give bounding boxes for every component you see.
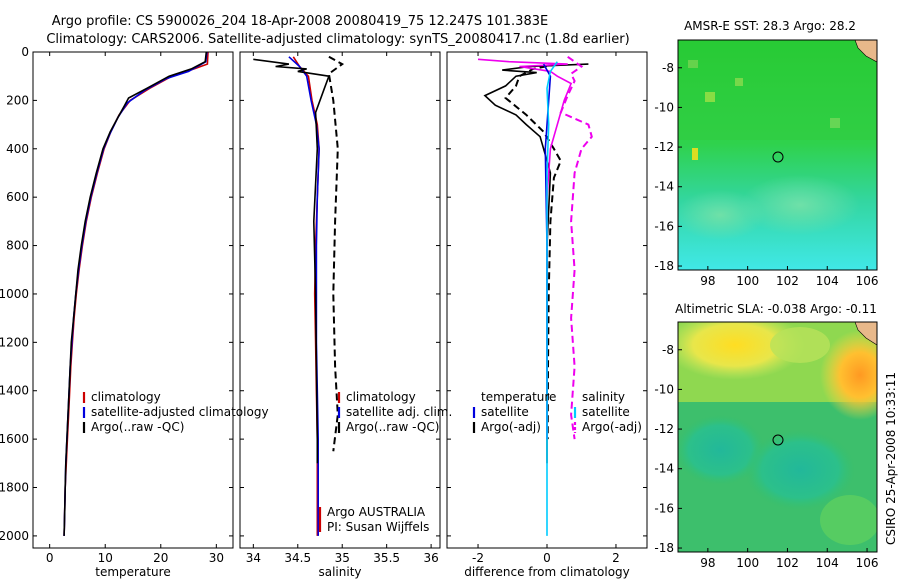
sst-field [678, 40, 877, 270]
temperature-xtick-label-2: 20 [153, 551, 168, 565]
sla_map-ytick-label-0: -8 [662, 343, 674, 357]
sla_map-xtick-label-4: 106 [856, 556, 879, 570]
sst_map-xtick-label-1: 100 [736, 274, 759, 288]
sla_map-xtick-label-1: 100 [736, 556, 759, 570]
sst-map-frame [677, 39, 878, 271]
temperature-ytick-label-4: 800 [6, 239, 29, 253]
sla-map: Altimetric SLA: -0.038 Argo: -0.11 98 100… [654, 302, 878, 570]
sst_map-xtick-label-2: 102 [776, 274, 799, 288]
sla-map-title: Altimetric SLA: -0.038 Argo: -0.11 [675, 302, 877, 316]
sla_map-ytick-label-3: -14 [654, 462, 674, 476]
sst_map-xtick-label-3: 104 [816, 274, 839, 288]
diff-right-legend-label-0: salinity [582, 390, 625, 404]
temperature-xtick-label-1: 10 [98, 551, 113, 565]
salinity-xtick-label-4: 36 [423, 551, 438, 565]
diff-right-legend-label-1: satellite [582, 405, 630, 419]
sst-argo-marker [772, 151, 784, 163]
sla_map-xtick-label-2: 102 [776, 556, 799, 570]
sst-axis: 98 100 102 104 106 -8 -10 -12 -14 -16 -18 [654, 61, 878, 288]
difference-xlabel: difference from climatology [464, 565, 630, 579]
temperature-ytick-label-0: 0 [21, 45, 29, 59]
temperature-xtick-label-3: 30 [209, 551, 224, 565]
difference-xtick-label-0: -2 [472, 551, 484, 565]
salinity-series-3 [327, 55, 345, 452]
temperature-series-group [63, 52, 209, 536]
sla_map-ytick-label-1: -10 [654, 382, 674, 396]
salinity-xtick-label-2: 35 [335, 551, 350, 565]
sst_map-ytick-label-0: -8 [662, 61, 674, 75]
salinity-annotation-0: Argo AUSTRALIA [327, 505, 426, 519]
salinity-xlabel: salinity [318, 565, 361, 579]
diff-left-legend-label-1: satellite [481, 405, 529, 419]
salinity-xtick-label-1: 34.5 [284, 551, 311, 565]
sst-map: AMSR-E SST: 28.3 Argo: 28.2 98 100 102 104 1… [654, 19, 878, 288]
sst_map-ytick-label-1: -10 [654, 100, 674, 114]
temperature-xlabel: temperature [95, 565, 170, 579]
sst_map-ytick-label-5: -18 [654, 259, 674, 273]
salinity-panel: 34 34.5 35 35.5 36 salinity climatologysatelli… [239, 51, 452, 579]
temperature-legend-label-0: climatology [91, 390, 161, 404]
difference-series-5 [546, 61, 558, 536]
salinity-xtick-label-0: 34 [246, 551, 261, 565]
difference-xtick-label-2: 2 [612, 551, 620, 565]
salinity-annotation-1: PI: Susan Wijffels [327, 520, 429, 534]
salinity-series-1 [288, 56, 320, 536]
figure-title-line2: Climatology: CARS2006. Satellite-adjuste… [46, 32, 629, 47]
temperature-ytick-label-1: 200 [6, 93, 29, 107]
temperature-ytick-label-2: 400 [6, 142, 29, 156]
sla-map-frame [677, 321, 878, 553]
salinity-legend-label-1: satellite adj. clim. [346, 405, 452, 419]
temperature-legend-label-2: Argo(..raw -QC) [91, 420, 184, 434]
temperature-ytick-label-6: 1200 [0, 335, 29, 349]
temperature-xtick-label-0: 0 [46, 551, 54, 565]
sst-map-title: AMSR-E SST: 28.3 Argo: 28.2 [684, 19, 856, 33]
difference-series-3 [559, 55, 593, 440]
csiro-timestamp: CSIRO 25-Apr-2008 10:33:11 [884, 372, 898, 545]
difference-series-1 [504, 63, 562, 440]
difference-series-group [477, 55, 593, 536]
temperature-ytick-label-9: 1800 [0, 481, 29, 495]
salinity-legend-label-0: climatology [346, 390, 416, 404]
sla-field [678, 322, 877, 552]
temperature-ytick-label-7: 1400 [0, 384, 29, 398]
temperature-frame [32, 51, 234, 549]
sst_map-xtick-label-4: 106 [856, 274, 879, 288]
sst_map-ytick-label-2: -12 [654, 140, 674, 154]
salinity-frame [239, 51, 441, 549]
temperature-series-2 [63, 52, 208, 536]
temperature-ytick-label-5: 1000 [0, 287, 29, 301]
sla_map-xtick-label-3: 104 [816, 556, 839, 570]
diff-left-legend-label-0: temperature [481, 390, 556, 404]
sla-axis: 98 100 102 104 106 -8 -10 -12 -14 -16 -18 [654, 343, 878, 570]
temperature-series-0 [63, 52, 209, 536]
salinity-series-group [253, 55, 345, 536]
salinity-series-2 [253, 58, 330, 464]
temperature-legend-label-1: satellite-adjusted climatology [91, 405, 269, 419]
figure-title-line1: Argo profile: CS 5900026_204 18-Apr-2008… [52, 14, 548, 29]
temperature-ytick-label-3: 600 [6, 190, 29, 204]
sla_map-ytick-label-4: -16 [654, 501, 674, 515]
diff-right-legend-label-2: Argo(-adj) [582, 420, 642, 434]
temperature-ytick-label-10: 2000 [0, 529, 29, 543]
salinity-legend-label-2: Argo(..raw -QC) [346, 420, 439, 434]
sst_map-ytick-label-3: -14 [654, 180, 674, 194]
sla_map-ytick-label-5: -18 [654, 541, 674, 555]
sst_map-xtick-label-0: 98 [700, 274, 715, 288]
salinity-xtick-label-3: 35.5 [373, 551, 400, 565]
temperature-series-1 [63, 52, 208, 536]
difference-series-2 [477, 58, 573, 440]
diff-left-legend-label-2: Argo(-adj) [481, 420, 541, 434]
sla-argo-marker [772, 434, 784, 446]
sla_map-ytick-label-2: -12 [654, 422, 674, 436]
difference-xtick-label-1: 0 [543, 551, 551, 565]
temperature-ytick-label-8: 1600 [0, 432, 29, 446]
sla_map-xtick-label-0: 98 [700, 556, 715, 570]
temperature-panel: 0 10 20 30 0 200 400 600 800 1000 1200 1400 1600 1800… [0, 45, 269, 579]
sst_map-ytick-label-4: -16 [654, 219, 674, 233]
difference-series-0 [483, 63, 589, 464]
